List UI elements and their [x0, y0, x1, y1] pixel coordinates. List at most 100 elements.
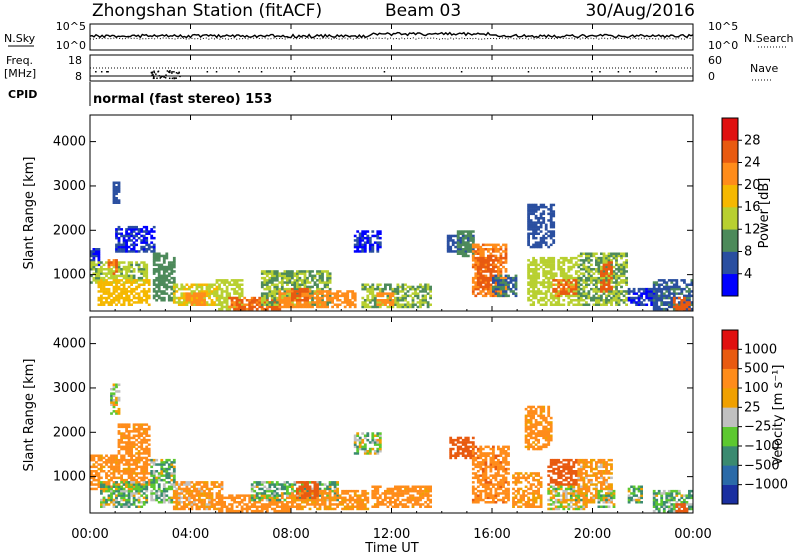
heatmap-cell [562, 288, 565, 291]
heatmap-cell [115, 384, 118, 387]
heatmap-cell [271, 270, 274, 273]
heatmap-cell [339, 494, 342, 497]
heatmap-cell [422, 299, 425, 302]
heatmap-cell [284, 275, 287, 278]
heatmap-cell [256, 501, 259, 504]
heatmap-cell [321, 501, 324, 504]
heatmap-cell [379, 237, 382, 240]
heatmap-cell [226, 281, 229, 284]
heatmap-cell [490, 259, 493, 262]
heatmap-cell [595, 259, 598, 262]
heatmap-cell [138, 481, 141, 484]
heatmap-cell [462, 250, 465, 253]
heatmap-cell [505, 253, 508, 256]
heatmap-cell [321, 301, 324, 304]
heatmap-cell [183, 506, 186, 509]
heatmap-cell [118, 268, 121, 271]
heatmap-cell [241, 494, 244, 497]
heatmap-cell [273, 297, 276, 300]
heatmap-cell [163, 261, 166, 264]
heatmap-cell [201, 297, 204, 300]
heatmap-cell [208, 297, 211, 300]
heatmap-cell [276, 301, 279, 304]
heatmap-cell [138, 488, 141, 491]
heatmap-cell [585, 304, 588, 307]
heatmap-cell [145, 448, 148, 451]
heatmap-cell [133, 279, 136, 282]
heatmap-cell [550, 210, 553, 213]
heatmap-cell [346, 292, 349, 295]
heatmap-cell [203, 492, 206, 495]
freq-dot [162, 76, 164, 78]
heatmap-cell [402, 286, 405, 289]
heatmap-cell [123, 248, 126, 251]
nave-dot [618, 71, 620, 73]
heatmap-cell [281, 297, 284, 300]
heatmap-cell [130, 261, 133, 264]
heatmap-cell [474, 257, 477, 260]
heatmap-cell [261, 292, 264, 295]
heatmap-cell [173, 292, 176, 295]
heatmap-cell [125, 486, 128, 489]
heatmap-cell [577, 292, 580, 295]
heatmap-cell [233, 510, 236, 513]
heatmap-cell [268, 288, 271, 291]
heatmap-cell [118, 199, 121, 202]
heatmap-cell [603, 275, 606, 278]
heatmap-cell [108, 261, 111, 264]
heatmap-cell [165, 279, 168, 282]
heatmap-cell [221, 301, 224, 304]
heatmap-cell [535, 226, 538, 229]
heatmap-cell [600, 290, 603, 293]
heatmap-cell [291, 494, 294, 497]
heatmap-cell [459, 239, 462, 242]
heatmap-cell [95, 281, 98, 284]
heatmap-cell [125, 499, 128, 502]
heatmap-cell [263, 508, 266, 511]
heatmap-cell [588, 255, 591, 258]
heatmap-cell [479, 270, 482, 273]
heatmap-cell [261, 284, 264, 287]
heatmap-cell [140, 446, 143, 449]
heatmap-cell [135, 463, 138, 466]
heatmap-cell [379, 244, 382, 247]
heatmap-cell [115, 386, 118, 389]
heatmap-cell [155, 295, 158, 298]
heatmap-cell [678, 292, 681, 295]
heatmap-cell [545, 270, 548, 273]
heatmap-cell [492, 264, 495, 267]
heatmap-cell [120, 279, 123, 282]
heatmap-cell [344, 295, 347, 298]
heatmap-cell [294, 297, 297, 300]
heatmap-cell [251, 510, 254, 513]
heatmap-cell [158, 486, 161, 489]
heatmap-cell [562, 284, 565, 287]
heatmap-cell [490, 275, 493, 278]
heatmap-cell [547, 261, 550, 264]
heatmap-cell [208, 503, 211, 506]
heatmap-cell [497, 257, 500, 260]
heatmap-cell [515, 281, 518, 284]
heatmap-cell [505, 295, 508, 298]
heatmap-cell [130, 490, 133, 493]
heatmap-cell [485, 266, 488, 269]
heatmap-cell [115, 483, 118, 486]
heatmap-cell [485, 244, 488, 247]
heatmap-cell [163, 275, 166, 278]
heatmap-cell [472, 248, 475, 251]
heatmap-cell [404, 292, 407, 295]
heatmap-cell [150, 481, 153, 484]
heatmap-cell [530, 221, 533, 224]
heatmap-cell [268, 481, 271, 484]
nave-dot [261, 71, 263, 73]
heatmap-cell [655, 290, 658, 293]
heatmap-cell [284, 499, 287, 502]
heatmap-cell [128, 443, 131, 446]
heatmap-cell [454, 241, 457, 244]
heatmap-cell [135, 481, 138, 484]
heatmap-cell [256, 483, 259, 486]
heatmap-cell [500, 261, 503, 264]
heatmap-cell [474, 268, 477, 271]
heatmap-cell [316, 279, 319, 282]
heatmap-cell [138, 292, 141, 295]
